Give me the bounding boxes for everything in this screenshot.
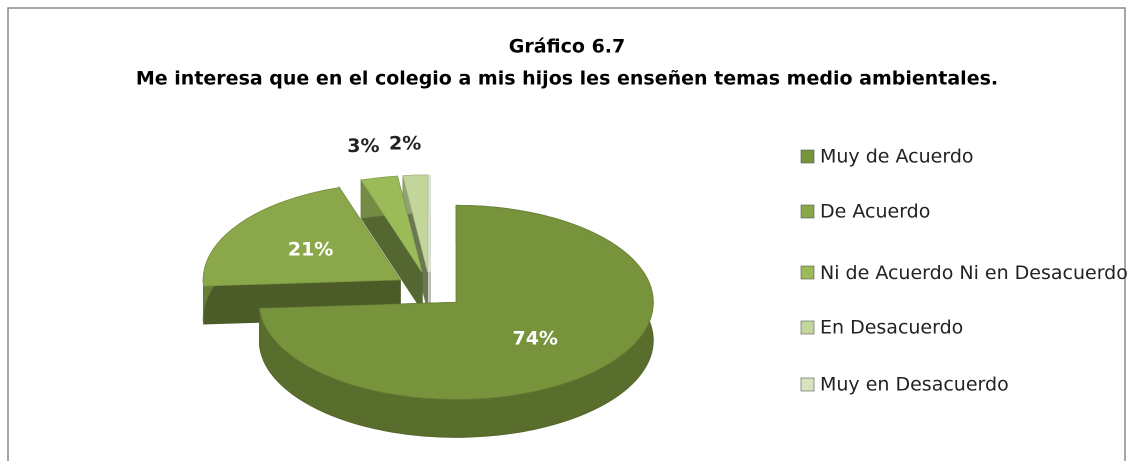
legend-label: De Acuerdo xyxy=(820,201,930,223)
legend-swatch xyxy=(800,265,815,280)
legend-label: En Desacuerdo xyxy=(820,317,963,339)
slice xyxy=(202,187,401,287)
legend-swatch xyxy=(800,204,815,219)
data-label: 21% xyxy=(288,238,333,260)
legend-label: Muy en Desacuerdo xyxy=(820,374,1009,396)
legend-swatch xyxy=(800,149,815,164)
data-label: 74% xyxy=(512,327,557,349)
legend-label: Muy de Acuerdo xyxy=(820,146,974,168)
legend-swatch xyxy=(800,377,815,392)
data-label: 3% xyxy=(347,135,379,157)
legend-label-line: Ni de Acuerdo Ni en Desacuerdo xyxy=(820,262,1128,284)
slice xyxy=(402,174,429,273)
legend-swatch xyxy=(800,320,815,335)
slice-group xyxy=(259,204,654,438)
slice xyxy=(360,175,423,273)
chart-subtitle: Me interesa que en el colegio a mis hijo… xyxy=(136,68,998,90)
data-label: 2% xyxy=(389,132,421,154)
chart-title: Gráfico 6.7 xyxy=(509,36,625,58)
slice xyxy=(259,204,654,400)
slice-group xyxy=(360,175,423,313)
legend-label: Ni de Acuerdo Ni en Desacuerdo xyxy=(820,262,1128,284)
slice-group xyxy=(202,185,401,325)
